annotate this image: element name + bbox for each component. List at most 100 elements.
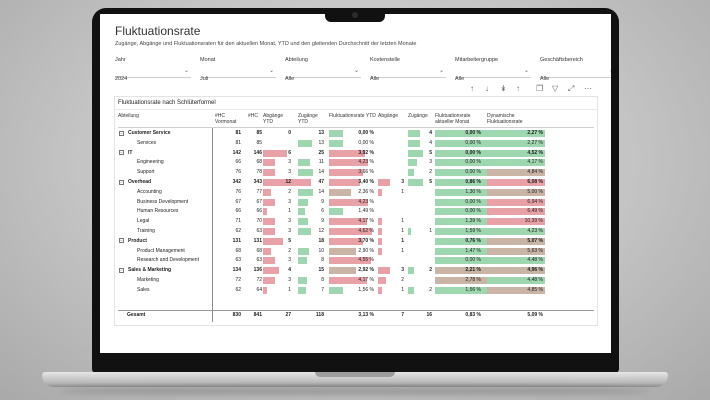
data-bar [263,179,311,186]
cell-fluktuationsrate-ytd: 0,00 % [358,139,374,146]
row-label: Gesamt [127,312,146,318]
row-label: Business Development [137,198,189,205]
table-row[interactable]: Product Management 68 68 2 10 2,90 % 1 1,47 % 5,… [115,247,599,257]
focus-mode-icon[interactable]: ⤢ [568,84,575,93]
data-bar [435,267,487,275]
data-bar [263,286,267,294]
cell-hc: 64 [256,286,262,293]
cell-hc: 68 [256,159,262,166]
data-bar [298,218,308,226]
filter-dropdown[interactable]: Alle ⌄ [540,67,611,82]
table-row[interactable]: − Sales & Marketing 134 136 4 15 2,92 % 3 2 2,21 … [115,266,599,276]
cell-fluktuationsrate-ytd: 1,56 % [358,286,374,293]
cell-fluktuationsrate-monat: 2,21 % [465,267,481,274]
table-row[interactable]: Support 76 78 3 14 3,66 % 2 0,00 % 4,84 % [115,168,599,178]
row-label: Overhead [128,179,152,185]
header-zugaenge[interactable]: Zugänge [408,113,428,119]
header-fluktuationsrate-monat[interactable]: Fluktuationsrate aktueller Monat [435,113,471,125]
filter-dropdown[interactable]: Juli ⌄ [200,67,276,82]
cell-fluktuationsrate-monat: 0,76 % [465,237,481,244]
filter-dropdown[interactable]: 2024 ⌄ [115,67,191,82]
collapse-icon[interactable]: − [119,179,124,185]
chevron-down-icon: ⌄ [438,68,444,74]
table-row[interactable]: Training 62 63 3 12 4,62 % 1 1 1,59 % 4,23 % [115,227,599,237]
more-options-icon[interactable]: ⋯ [584,84,592,93]
sort-down-icon[interactable]: ↓ [485,84,489,93]
cell-hc-vormonat: 342 [232,179,241,185]
cell-abgaenge-ytd: 4 [288,267,291,274]
table-row[interactable]: Business Development 67 67 3 9 4,23 % 0,00 % 6,… [115,198,599,208]
cell-zugaenge: 16 [426,312,432,318]
cell-hc-vormonat: 72 [235,277,241,283]
data-bar [435,198,487,206]
table-row[interactable]: − IT 142 146 6 25 3,92 % 5 0,00 % 4,52 % [115,149,599,159]
sort-up-icon[interactable]: ↑ [470,84,474,93]
cell-fluktuationsrate-monat: 0,00 % [465,169,481,176]
cell-fluktuationsrate-ytd: 4,23 % [358,159,374,166]
cell-abgaenge-ytd: 3 [288,159,291,166]
table-row[interactable]: Legal 71 70 3 9 4,17 % 1 1,39 % 10,39 % [115,217,599,227]
data-bar [435,228,487,235]
data-bar [408,169,414,177]
data-bar [263,149,287,157]
cell-zugaenge-ytd: 6 [321,208,324,215]
table-row[interactable]: Marketing 72 72 3 8 4,17 % 2 2,78 % 4,48 % [115,276,599,286]
table-row[interactable]: Human Resources 66 66 1 6 1,49 % 0,00 % 6,49 % [115,207,599,217]
column-divider [212,128,213,322]
header-abteilung[interactable]: Abteilung [118,113,139,119]
data-bar [435,130,487,137]
cell-dynamische-fluktuationsrate: 4,52 % [527,149,543,156]
cell-dynamische-fluktuationsrate: 6,08 % [527,179,543,185]
header-abgaenge-ytd[interactable]: Abgänge YTD [263,113,284,125]
cell-dynamische-fluktuationsrate: 4,17 % [527,159,543,166]
filter-value: Alle [540,76,550,82]
collapse-icon[interactable]: − [119,238,124,244]
collapse-icon[interactable]: − [119,130,124,136]
cell-abgaenge-ytd: 3 [288,169,291,176]
table-row[interactable]: − Product 131 131 5 18 3,70 % 1 0,76 % 5,07 % [115,237,599,247]
data-bar [263,277,275,284]
collapse-icon[interactable]: − [119,267,124,273]
table-row[interactable]: Engineering 66 68 3 11 4,23 % 3 0,00 % 4,17 % [115,158,599,168]
filter-dropdown[interactable]: Alle ⌄ [455,67,531,82]
cell-dynamische-fluktuationsrate: 2,27 % [527,130,543,136]
data-bar [435,188,487,196]
header-fluktuationsrate-ytd[interactable]: Fluktuationsrate YTD [329,113,376,119]
header-zugaenge-ytd[interactable]: Zugänge YTD [298,113,318,125]
cell-abgaenge: 3 [401,267,404,274]
table-row[interactable]: Sales 62 64 1 7 1,56 % 1 2 1,56 % 4,85 % [115,286,599,296]
laptop-base [42,372,668,387]
data-bar [487,286,545,294]
filter-label: Jahr [115,57,126,63]
cell-abgaenge-ytd: 3 [288,218,291,225]
row-label: IT [128,149,133,156]
table-row[interactable]: Accounting 76 77 2 14 2,36 % 1 1,30 % 5,00 % [115,188,599,198]
table-row[interactable]: Research and Development 63 63 3 8 4,55 % 0,00… [115,256,599,266]
data-bar [378,247,382,255]
data-bar [263,169,275,177]
cell-zugaenge: 2 [429,267,432,274]
header-abgaenge[interactable]: Abgänge [378,113,399,119]
table-row[interactable]: − Customer Service 81 85 0 13 0,00 % 4 0,00 % 2,2… [115,129,599,139]
header-hc[interactable]: #HC [248,113,259,119]
data-bar [378,286,382,294]
filter-dropdown[interactable]: Alle ⌄ [285,67,361,82]
data-bar [435,208,487,216]
header-dynamische-fluktuationsrate[interactable]: Dynamische Fluktuationsrate [487,113,523,125]
header-hc-vormonat[interactable]: #HC Vormonat [215,113,237,125]
cell-fluktuationsrate-ytd: 2,36 % [358,188,374,195]
cell-hc-vormonat: 81 [235,139,241,146]
copy-icon[interactable]: ❐ [536,84,544,93]
filter-dropdown[interactable]: Alle ⌄ [370,67,446,82]
collapse-icon[interactable]: − [119,150,124,156]
cell-dynamische-fluktuationsrate: 5,63 % [527,247,543,254]
table-row[interactable]: Services 81 85 13 0,00 % 4 0,00 % 2,27 % [115,139,599,149]
cell-abgaenge-ytd: 1 [288,286,291,293]
total-row[interactable]: Gesamt 830 841 27 118 3,13 % 7 16 0,83 % 5,09 % [115,311,599,321]
expand-all-icon[interactable]: ↡ [500,84,507,93]
filter-icon[interactable]: ▽ [552,84,559,93]
drill-up-icon[interactable]: ↑ [516,84,520,93]
table-row[interactable]: − Overhead 342 343 12 47 3,40 % 3 5 0,86 % 6,08 % [115,178,599,188]
cell-fluktuationsrate-ytd: 3,92 % [358,149,374,156]
data-bar [487,169,545,177]
